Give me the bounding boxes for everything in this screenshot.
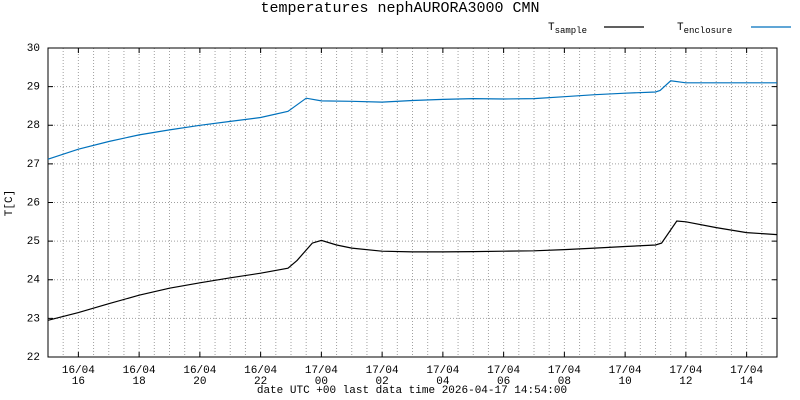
y-tick-label: 26 bbox=[27, 197, 40, 209]
x-tick-label: 18 bbox=[133, 376, 146, 388]
y-tick-label: 24 bbox=[27, 275, 41, 287]
x-tick-label: 16/04 bbox=[244, 365, 277, 377]
x-tick-label: 16 bbox=[72, 376, 85, 388]
y-tick-label: 27 bbox=[27, 159, 40, 171]
y-tick-label: 30 bbox=[27, 43, 40, 55]
legend-name: T bbox=[677, 22, 684, 34]
y-tick-label: 25 bbox=[27, 236, 40, 248]
x-axis-label: date UTC +00 last data time 2026-04-17 1… bbox=[257, 385, 567, 397]
x-tick-label: 16/04 bbox=[183, 365, 216, 377]
x-tick-label: 17/04 bbox=[487, 365, 520, 377]
y-tick-label: 23 bbox=[27, 313, 40, 325]
x-tick-label: 08 bbox=[558, 376, 571, 388]
x-tick-label: 20 bbox=[193, 376, 206, 388]
legend-label: Tenclosure bbox=[677, 22, 732, 36]
x-tick-label: 06 bbox=[497, 376, 510, 388]
y-tick-label: 29 bbox=[27, 82, 40, 94]
x-tick-label: 00 bbox=[315, 376, 328, 388]
x-tick-label: 16/04 bbox=[62, 365, 95, 377]
x-tick-label: 17/04 bbox=[366, 365, 399, 377]
x-tick-label: 10 bbox=[619, 376, 632, 388]
x-tick-label: 17/04 bbox=[609, 365, 642, 377]
x-tick-label: 17/04 bbox=[426, 365, 459, 377]
chart-title: temperatures nephAURORA3000 CMN bbox=[260, 0, 539, 17]
plot-frame bbox=[47, 47, 778, 358]
x-tick-label: 12 bbox=[679, 376, 692, 388]
y-axis-label: T[C] bbox=[4, 190, 16, 216]
series-line bbox=[47, 80, 777, 160]
series-line bbox=[47, 220, 778, 321]
legend-name: T bbox=[548, 22, 555, 34]
y-tick-label: 22 bbox=[27, 352, 40, 364]
x-tick-label: 04 bbox=[436, 376, 450, 388]
x-tick-label: 17/04 bbox=[548, 365, 581, 377]
x-tick-label: 14 bbox=[740, 376, 754, 388]
y-tick-label: 28 bbox=[27, 120, 40, 132]
x-tick-label: 17/04 bbox=[669, 365, 702, 377]
x-tick-label: 22 bbox=[254, 376, 267, 388]
x-tick-label: 17/04 bbox=[730, 365, 763, 377]
legend-subscript: enclosure bbox=[684, 26, 733, 36]
x-tick-label: 02 bbox=[376, 376, 389, 388]
x-tick-label: 16/04 bbox=[123, 365, 156, 377]
x-tick-label: 17/04 bbox=[305, 365, 338, 377]
legend-subscript: sample bbox=[555, 26, 587, 36]
legend-label: Tsample bbox=[548, 22, 587, 36]
